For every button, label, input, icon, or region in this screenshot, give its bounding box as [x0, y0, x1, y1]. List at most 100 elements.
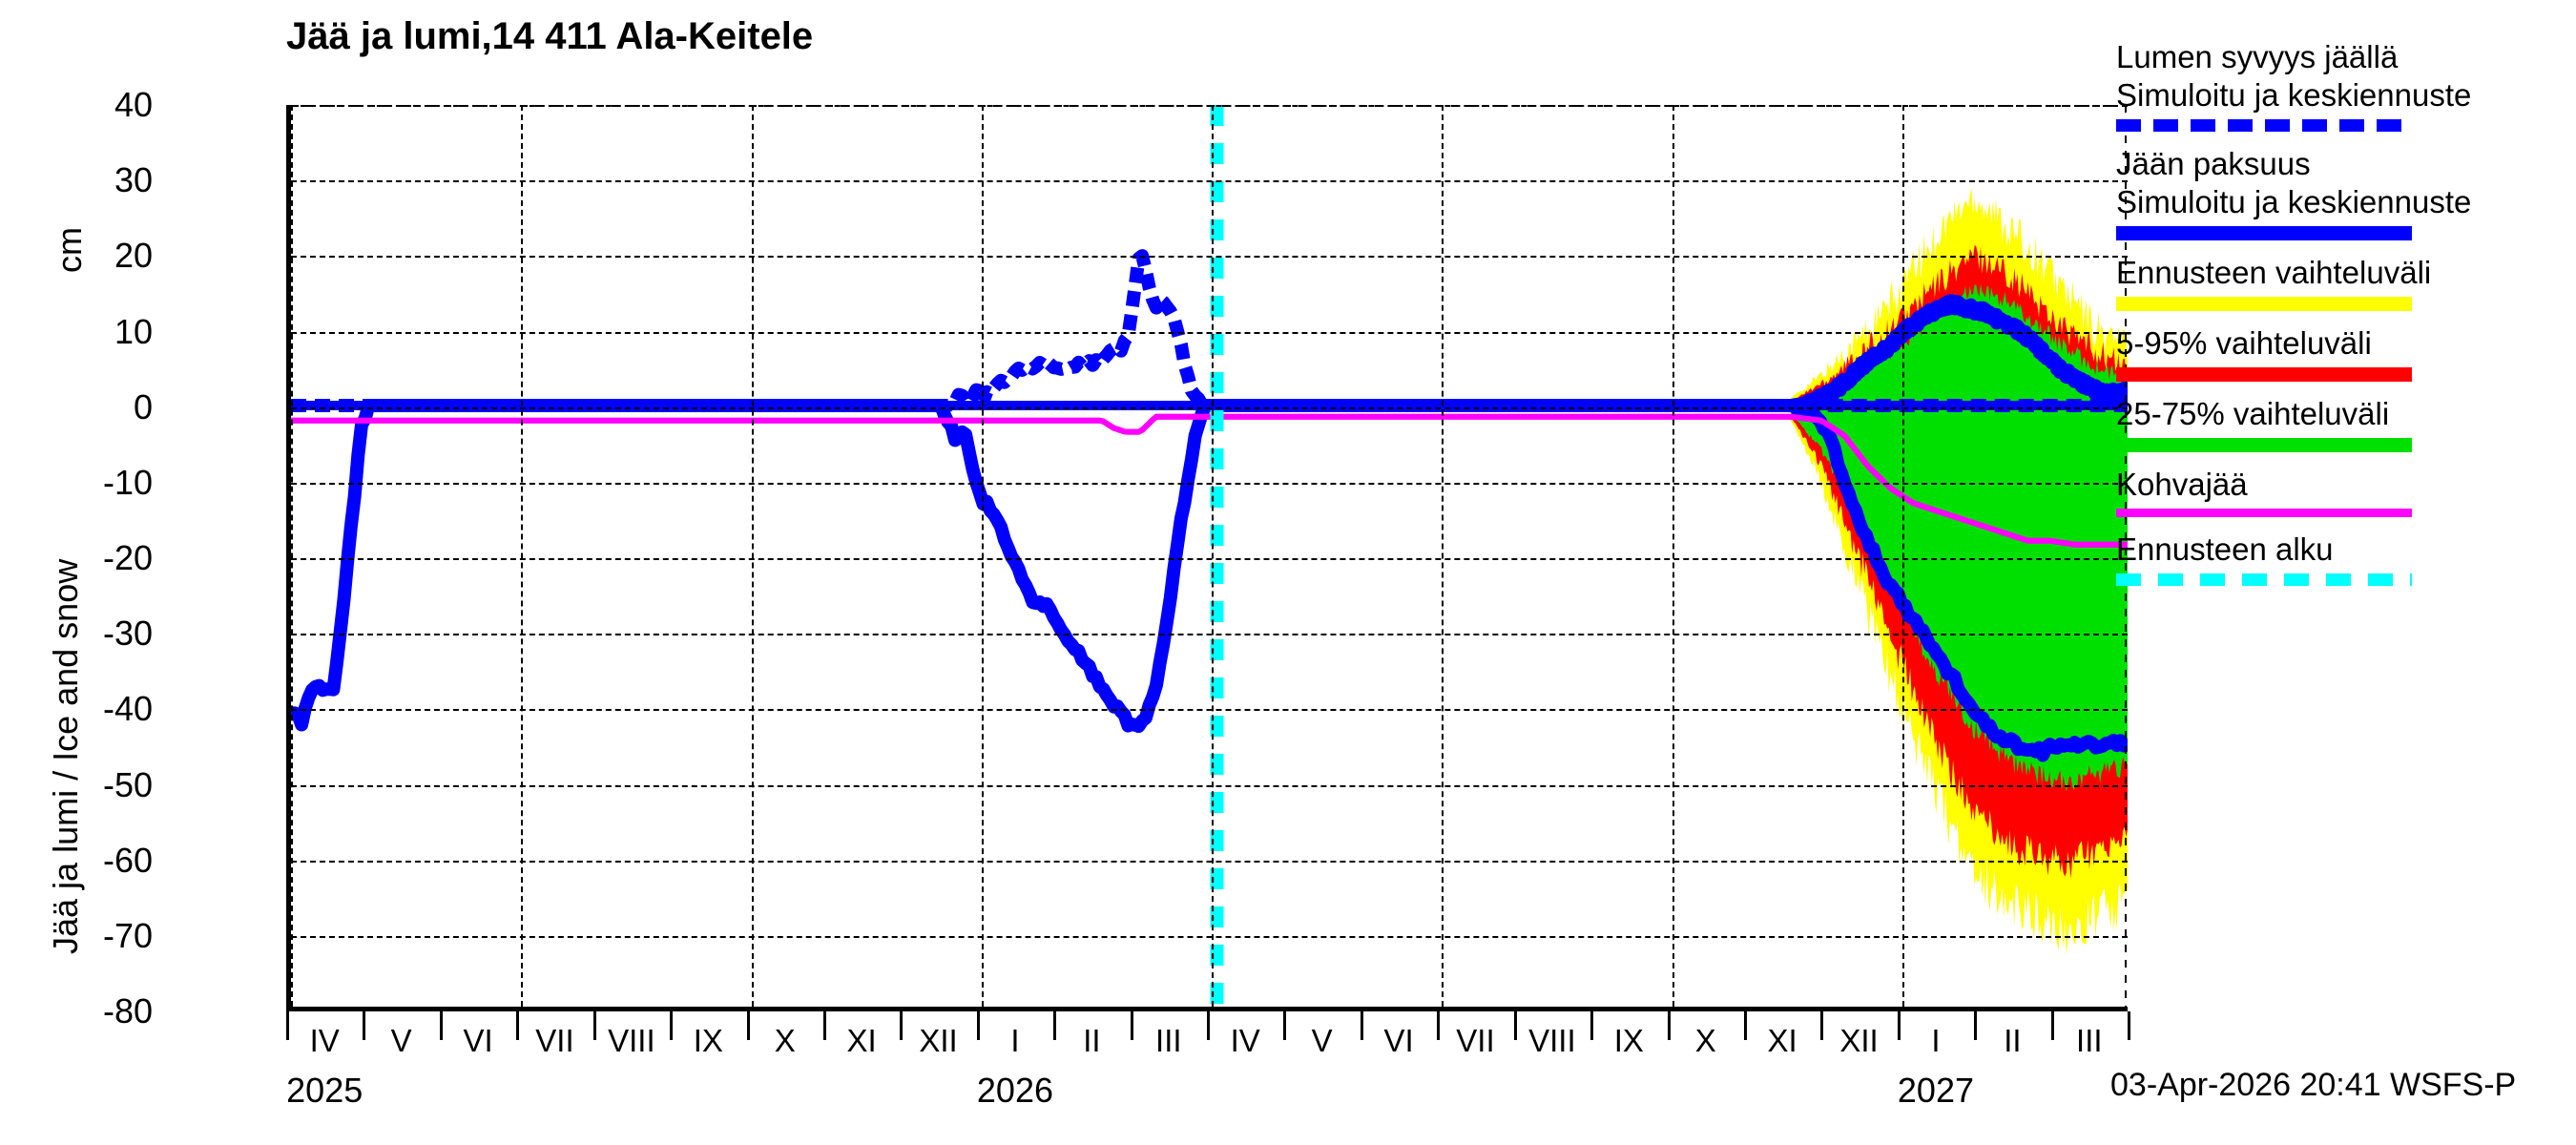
x-tick	[1974, 1011, 1978, 1040]
x-tick-label: IX	[693, 1023, 723, 1058]
y-tick-label: 20	[114, 236, 153, 276]
x-tick-label: II	[2004, 1023, 2022, 1058]
gridline-vertical	[521, 105, 524, 1007]
x-tick	[670, 1011, 674, 1040]
x-tick-label: I	[1010, 1023, 1020, 1058]
x-tick	[286, 1011, 289, 1040]
legend-item[interactable]: 25-75% vaihteluväli	[2116, 395, 2565, 452]
gridline-horizontal	[291, 558, 2128, 560]
x-axis-ticks	[286, 1011, 2130, 1040]
y-tick-label: -80	[102, 991, 153, 1030]
y-tick-label: 10	[114, 311, 153, 351]
legend-swatch	[2116, 297, 2412, 311]
gridline-vertical	[1212, 105, 1214, 1007]
legend-item-title: Ennusteen alku	[2116, 531, 2334, 567]
gridline-horizontal	[291, 105, 2128, 107]
legend-item[interactable]: Ennusteen vaihteluväli	[2116, 254, 2565, 311]
legend-swatch	[2116, 573, 2412, 586]
series-canvas	[291, 105, 2128, 1007]
gridline-horizontal	[291, 180, 2128, 183]
x-tick-label: V	[1311, 1023, 1333, 1058]
y-tick-label: -30	[102, 614, 153, 654]
x-tick-label: X	[1694, 1023, 1716, 1058]
x-tick-label: V	[390, 1023, 412, 1058]
legend-item[interactable]: Ennusteen alku	[2116, 531, 2565, 586]
legend: Lumen syvyys jäällä Simuloitu ja keskienn…	[2116, 38, 2565, 599]
plot-area	[286, 105, 2128, 1011]
series-line-solid	[1784, 294, 2128, 414]
x-tick	[1743, 1011, 1747, 1040]
legend-item-title: 5-95% vaihteluväli	[2116, 325, 2372, 361]
y-tick-label: -40	[102, 689, 153, 729]
x-tick-label: XI	[846, 1023, 877, 1058]
gridline-horizontal	[291, 256, 2128, 259]
x-tick	[1360, 1011, 1363, 1040]
legend-item-title: Kohvajää	[2116, 467, 2248, 502]
y-axis-ticks: 40 30 20 10 0 -10 -20 -30 -40 -50 -60 -70 -80	[19, 0, 153, 1145]
y-tick-label: -10	[102, 462, 153, 502]
gridline-horizontal	[291, 784, 2128, 787]
y-tick-label: -60	[102, 840, 153, 880]
x-tick-label: IV	[1230, 1023, 1260, 1058]
gridline-horizontal	[291, 935, 2128, 938]
legend-swatch	[2116, 226, 2412, 240]
timestamp: 03-Apr-2026 20:41 WSFS-P	[2110, 1067, 2517, 1103]
gridline-vertical	[981, 105, 984, 1007]
y-axis-label: Jää ja lumi / Ice and snow	[46, 558, 85, 954]
plot-inner	[291, 105, 2128, 1007]
gridline-horizontal	[291, 406, 2128, 409]
x-tick-label: IV	[309, 1023, 340, 1058]
x-tick	[592, 1011, 596, 1040]
x-tick	[900, 1011, 904, 1040]
x-tick-label: VI	[463, 1023, 493, 1058]
gridline-horizontal	[291, 331, 2128, 334]
x-tick	[1437, 1011, 1441, 1040]
legend-swatch	[2116, 119, 2412, 132]
x-tick-label: VI	[1383, 1023, 1414, 1058]
x-tick-label: VIII	[1528, 1023, 1576, 1058]
legend-item-subtitle: Simuloitu ja keskiennuste	[2116, 184, 2472, 219]
x-tick	[1283, 1011, 1287, 1040]
x-tick-label: VII	[535, 1023, 574, 1058]
x-tick-label: VIII	[608, 1023, 655, 1058]
x-tick	[363, 1011, 366, 1040]
legend-item[interactable]: Jään paksuus Simuloitu ja keskiennuste	[2116, 145, 2565, 240]
y-tick-label: -50	[102, 764, 153, 804]
legend-item[interactable]: 5-95% vaihteluväli	[2116, 324, 2565, 382]
y-tick-label: -20	[102, 538, 153, 577]
x-tick	[1820, 1011, 1824, 1040]
kohvajaa-line	[291, 413, 2128, 548]
legend-swatch	[2116, 367, 2412, 382]
legend-swatch	[2116, 509, 2412, 517]
legend-item-title: Lumen syvyys jäällä	[2116, 39, 2399, 74]
gridline-vertical	[751, 105, 754, 1007]
legend-item[interactable]: Kohvajää	[2116, 466, 2565, 517]
x-tick	[516, 1011, 520, 1040]
x-tick	[1130, 1011, 1133, 1040]
x-tick-label: VII	[1456, 1023, 1495, 1058]
x-tick-label: II	[1083, 1023, 1101, 1058]
x-tick-label: XII	[919, 1023, 958, 1058]
x-year-label: 2027	[1897, 1071, 1974, 1110]
x-tick	[2050, 1011, 2054, 1040]
gridline-horizontal	[291, 634, 2128, 636]
x-year-label: 2026	[976, 1071, 1053, 1110]
gridline-vertical	[291, 105, 293, 1007]
y-tick-label: 0	[133, 386, 153, 427]
y-tick-label: 40	[114, 85, 153, 124]
x-tick	[1513, 1011, 1517, 1040]
gridline-vertical	[1672, 105, 1674, 1007]
y-tick-label: -70	[102, 915, 153, 955]
y-axis-unit: cm	[50, 227, 89, 273]
x-tick-label: IX	[1613, 1023, 1644, 1058]
x-tick	[2128, 1011, 2130, 1040]
x-tick-label: I	[1931, 1023, 1941, 1058]
x-tick-label: X	[774, 1023, 796, 1058]
x-tick	[976, 1011, 980, 1040]
legend-item-title: 25-75% vaihteluväli	[2116, 396, 2390, 431]
x-tick	[1053, 1011, 1057, 1040]
page-title: Jää ja lumi,14 411 Ala-Keitele	[286, 15, 814, 57]
legend-item[interactable]: Lumen syvyys jäällä Simuloitu ja keskienn…	[2116, 38, 2565, 132]
gridline-vertical	[1442, 105, 1444, 1007]
